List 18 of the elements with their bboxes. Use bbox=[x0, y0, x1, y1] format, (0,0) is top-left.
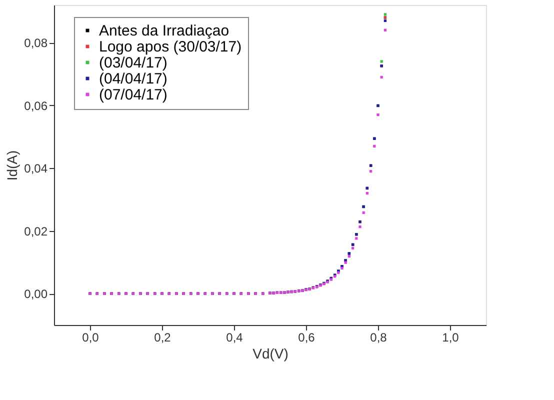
x-tick-label: 0,4 bbox=[226, 330, 244, 344]
y-tick-label: 0,02 bbox=[24, 224, 48, 238]
legend-label: Logo apos (30/03/17) bbox=[99, 38, 242, 56]
y-tick-label: 0,08 bbox=[24, 36, 48, 50]
legend-label: Antes da Irradiaçao bbox=[99, 22, 230, 40]
x-axis-title: Vd(V) bbox=[252, 346, 288, 362]
y-tick-label: 0,04 bbox=[24, 162, 48, 176]
y-tick-label: 0,00 bbox=[24, 287, 48, 302]
x-tick-label: 0,6 bbox=[298, 330, 316, 344]
legend-label: (07/04/17) bbox=[99, 86, 168, 104]
x-tick-label: 0,8 bbox=[370, 330, 388, 344]
x-tick-label: 0,2 bbox=[154, 330, 172, 344]
legend-label: (03/04/17) bbox=[99, 54, 168, 72]
y-axis-title: Id(A) bbox=[4, 150, 20, 181]
x-tick-label: 1,0 bbox=[442, 330, 460, 344]
x-tick-label: 0,0 bbox=[82, 330, 100, 344]
legend-label: (04/04/17) bbox=[99, 70, 168, 88]
y-tick-label: 0,06 bbox=[24, 98, 48, 113]
